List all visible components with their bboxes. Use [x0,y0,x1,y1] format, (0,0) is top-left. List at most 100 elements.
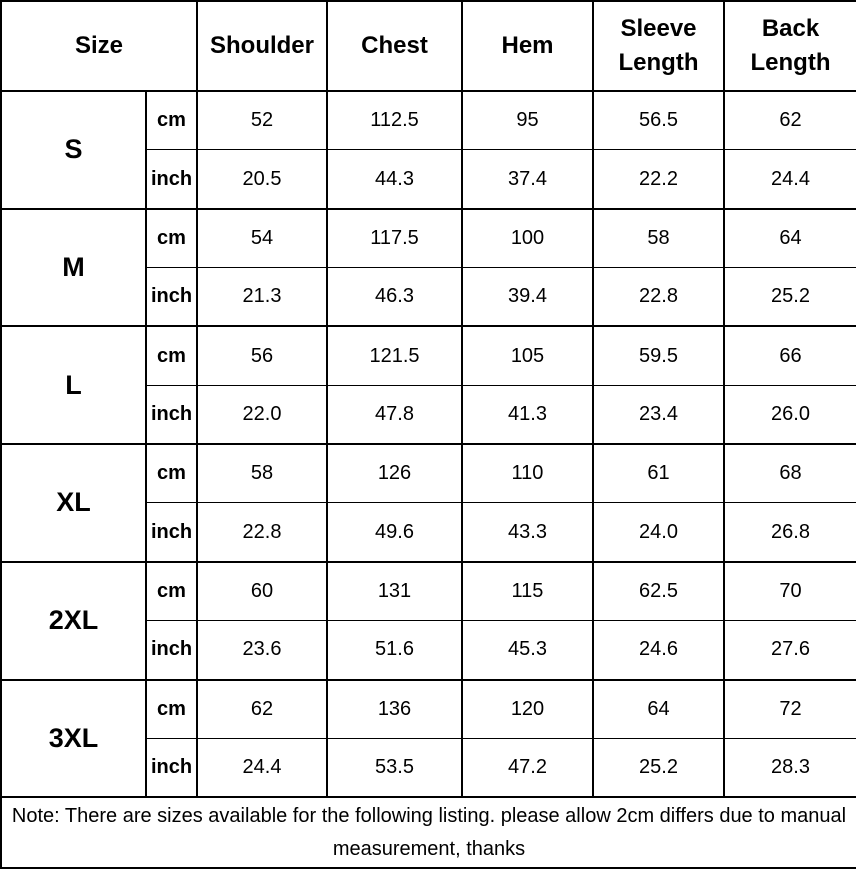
unit-label-inch: inch [145,737,198,799]
unit-label-cm: cm [145,560,198,622]
table-row: inch 22.8 49.6 43.3 24.0 26.8 [1,502,856,563]
measurement-value: 60 [196,560,328,622]
measurement-value: 44.3 [326,149,463,210]
measurement-value: 22.2 [592,149,725,210]
measurement-value: 25.2 [723,267,856,328]
measurement-value: 70 [723,560,856,622]
measurement-value: 136 [326,678,463,739]
header-row: Size Shoulder Chest Hem Sleeve Length Ba… [0,0,856,93]
measurement-value: 68 [723,443,856,504]
table-row: 3XL cm 62 136 120 64 72 [0,678,856,799]
measurement-value: 120 [461,678,594,739]
measurement-value: 131 [326,560,463,622]
size-label-3xl: 3XL [0,678,147,799]
measurement-value: 24.4 [196,737,328,799]
header-sleeve-length: Sleeve Length [592,0,725,93]
measurement-value: 26.0 [723,384,856,446]
measurement-value: 47.2 [461,737,594,799]
size-label-m: M [0,207,147,328]
unit-label-cm: cm [145,90,198,151]
measurement-value: 43.3 [461,502,594,563]
size-label-2xl: 2XL [0,560,147,681]
measurement-value: 62 [723,90,856,151]
header-hem: Hem [461,0,594,93]
header-back-length: Back Length [723,0,856,93]
measurement-value: 23.6 [196,620,328,681]
measurement-value: 61 [592,443,725,504]
table-row: XL cm 58 126 110 61 68 [0,443,856,563]
measurement-value: 105 [461,325,594,386]
measurement-value: 100 [461,207,594,269]
measurement-value: 25.2 [592,737,725,799]
measurement-value: 37.4 [461,149,594,210]
measurement-value: 121.5 [326,325,463,386]
measurement-value: 64 [723,207,856,269]
table-row: inch 22.0 47.8 41.3 23.4 26.0 [1,384,856,446]
measurement-value: 52 [196,90,328,151]
measurement-value: 62 [196,678,328,739]
unit-label-inch: inch [145,384,198,446]
measurement-value: 39.4 [461,267,594,328]
table-row: M cm 54 117.5 100 58 64 [0,207,856,328]
size-label-xl: XL [0,443,147,563]
unit-label-inch: inch [145,149,198,210]
table-row: inch 24.4 53.5 47.2 25.2 28.3 [1,737,856,799]
measurement-value: 126 [326,443,463,504]
measurement-value: 20.5 [196,149,328,210]
table-row: L cm 56 121.5 105 59.5 66 [0,325,856,446]
measurement-value: 24.4 [723,149,856,210]
size-label-s: S [0,90,147,210]
measurement-value: 58 [592,207,725,269]
size-label-l: L [0,325,147,446]
measurement-value: 47.8 [326,384,463,446]
measurement-value: 95 [461,90,594,151]
unit-label-cm: cm [145,207,198,269]
measurement-value: 62.5 [592,560,725,622]
note-text: Note: There are sizes available for the … [0,796,856,869]
measurement-value: 110 [461,443,594,504]
unit-label-inch: inch [145,267,198,328]
measurement-value: 41.3 [461,384,594,446]
header-chest: Chest [326,0,463,93]
table-row: inch 23.6 51.6 45.3 24.6 27.6 [1,620,856,681]
measurement-value: 46.3 [326,267,463,328]
header-shoulder: Shoulder [196,0,328,93]
unit-label-cm: cm [145,443,198,504]
measurement-value: 27.6 [723,620,856,681]
measurement-value: 26.8 [723,502,856,563]
measurement-value: 59.5 [592,325,725,386]
measurement-value: 112.5 [326,90,463,151]
measurement-value: 22.8 [196,502,328,563]
measurement-value: 56.5 [592,90,725,151]
measurement-value: 21.3 [196,267,328,328]
measurement-value: 64 [592,678,725,739]
measurement-value: 24.6 [592,620,725,681]
measurement-value: 24.0 [592,502,725,563]
measurement-value: 49.6 [326,502,463,563]
measurement-value: 117.5 [326,207,463,269]
measurement-value: 45.3 [461,620,594,681]
measurement-value: 58 [196,443,328,504]
table-row: 2XL cm 60 131 115 62.5 70 [0,560,856,681]
measurement-value: 56 [196,325,328,386]
measurement-value: 66 [723,325,856,386]
measurement-value: 28.3 [723,737,856,799]
measurement-value: 51.6 [326,620,463,681]
note-row: Note: There are sizes available for the … [0,796,856,869]
table-row: S cm 52 112.5 95 56.5 62 [0,90,856,210]
measurement-value: 115 [461,560,594,622]
header-size: Size [0,0,198,93]
unit-label-inch: inch [145,502,198,563]
measurement-value: 22.8 [592,267,725,328]
unit-label-inch: inch [145,620,198,681]
table-row: inch 20.5 44.3 37.4 22.2 24.4 [1,149,856,210]
table-row: inch 21.3 46.3 39.4 22.8 25.2 [1,267,856,328]
measurement-value: 54 [196,207,328,269]
measurement-value: 23.4 [592,384,725,446]
measurement-value: 22.0 [196,384,328,446]
measurement-value: 72 [723,678,856,739]
unit-label-cm: cm [145,325,198,386]
unit-label-cm: cm [145,678,198,739]
measurement-value: 53.5 [326,737,463,799]
